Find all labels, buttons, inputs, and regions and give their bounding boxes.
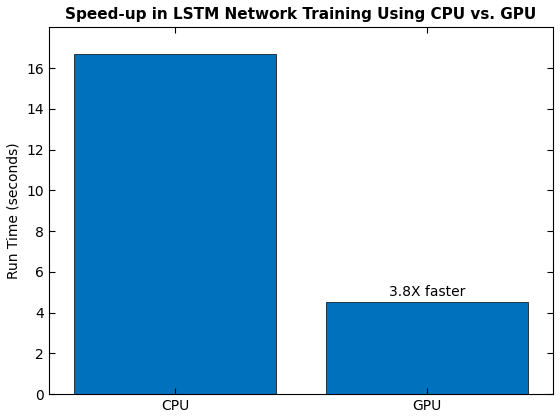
Bar — [326, 302, 528, 394]
Title: Speed-up in LSTM Network Training Using CPU vs. GPU: Speed-up in LSTM Network Training Using … — [66, 7, 536, 22]
Y-axis label: Run Time (seconds): Run Time (seconds) — [7, 142, 21, 279]
Text: 3.8X faster: 3.8X faster — [389, 286, 465, 299]
Bar — [74, 54, 276, 394]
